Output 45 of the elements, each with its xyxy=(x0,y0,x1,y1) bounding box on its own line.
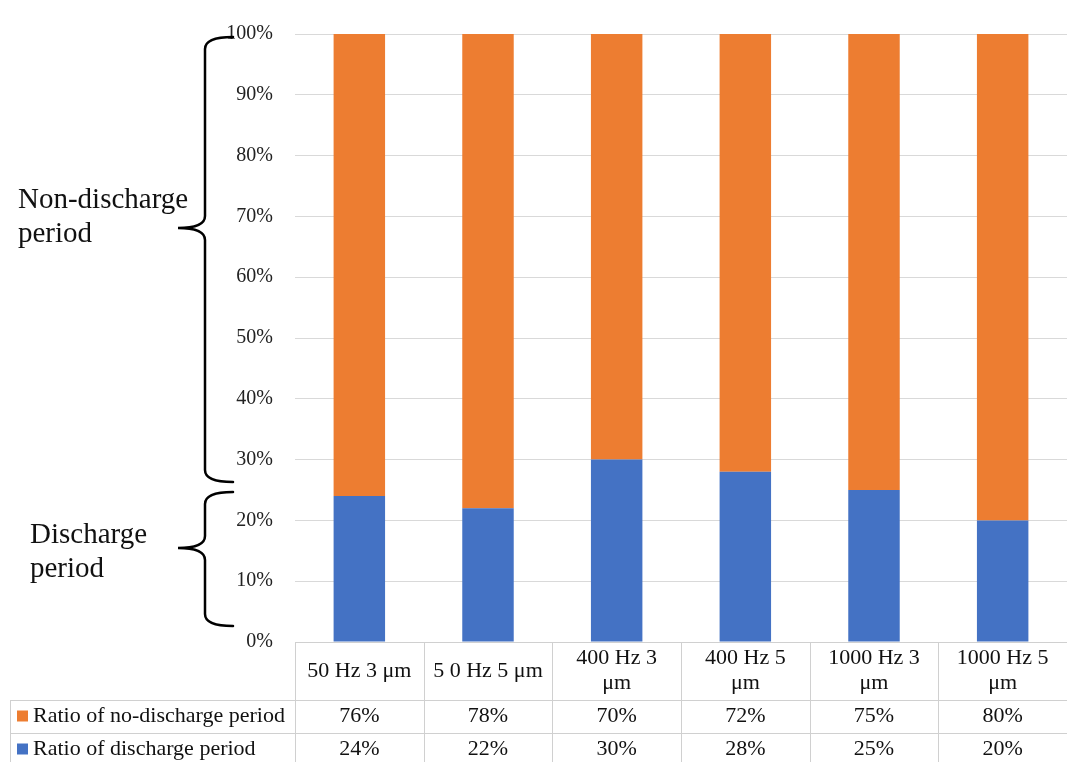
bar xyxy=(719,34,772,472)
data-label: 30% xyxy=(596,735,637,761)
bar xyxy=(976,34,1029,521)
y-tick-label: 50% xyxy=(236,325,273,348)
x-tick-label: 50 Hz 3 μm xyxy=(307,656,412,682)
bar xyxy=(848,34,900,490)
bar xyxy=(333,496,386,642)
y-tick-label: 40% xyxy=(236,386,273,409)
bar xyxy=(462,34,514,509)
data-label: 72% xyxy=(725,702,766,728)
bar xyxy=(590,34,643,460)
y-tick-label: 0% xyxy=(246,629,273,652)
y-tick-label: 20% xyxy=(236,507,273,530)
y-tick-label: 30% xyxy=(236,446,273,469)
bar xyxy=(462,508,514,642)
y-tick-label: 70% xyxy=(236,203,273,226)
data-label: 78% xyxy=(467,702,509,728)
text: Discharge period xyxy=(30,516,149,584)
bar xyxy=(719,471,772,642)
y-tick-label: 10% xyxy=(236,568,273,591)
x-tick-label: 1000 Hz 3 μm xyxy=(828,644,920,695)
data-label: 28% xyxy=(725,735,766,761)
data-label: 80% xyxy=(982,702,1023,728)
y-tick-label: 80% xyxy=(236,142,273,165)
legend-label: Ratio of discharge period xyxy=(33,735,256,761)
x-tick-label: 400 Hz 3 μm xyxy=(576,644,657,695)
x-tick-label: 5 0 Hz 5 μm xyxy=(433,656,543,682)
y-tick-label: 90% xyxy=(236,82,273,105)
bar xyxy=(848,490,900,642)
bar xyxy=(590,459,643,642)
data-label: 75% xyxy=(853,702,895,728)
data-label: 70% xyxy=(596,702,637,728)
x-tick-label: 1000 Hz 5 μm xyxy=(956,644,1049,695)
data-label: 20% xyxy=(982,735,1023,761)
text: Non-discharge period xyxy=(18,181,190,249)
data-label: 76% xyxy=(339,702,380,728)
data-label: 22% xyxy=(467,735,509,761)
y-tick-label: 100% xyxy=(226,21,273,44)
bar xyxy=(333,34,386,497)
x-tick-label: 400 Hz 5 μm xyxy=(705,644,786,695)
bar xyxy=(976,520,1029,642)
legend-label: Ratio of no-discharge period xyxy=(33,702,285,728)
y-tick-label: 60% xyxy=(236,264,273,287)
data-label: 24% xyxy=(339,735,380,761)
data-label: 25% xyxy=(853,735,895,761)
